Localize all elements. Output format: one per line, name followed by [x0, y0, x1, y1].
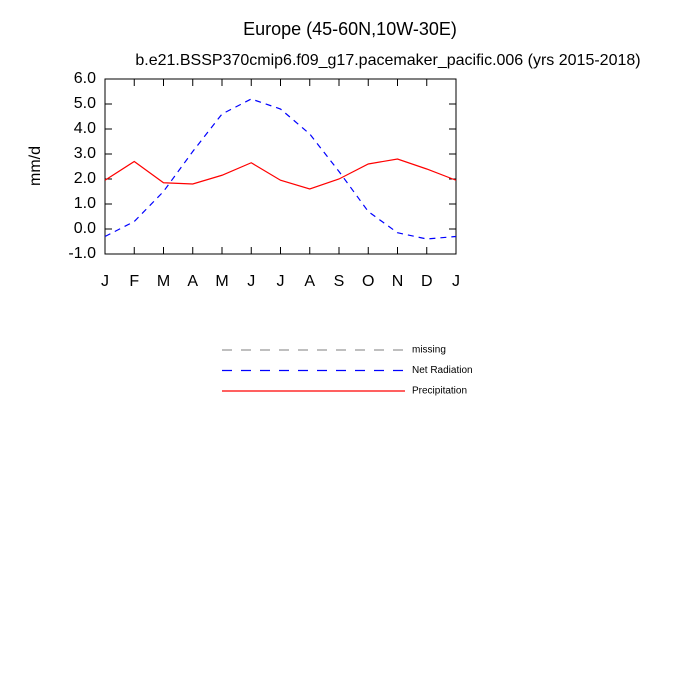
- y-tick-label: -1.0: [68, 245, 96, 262]
- x-tick-label: J: [277, 273, 285, 290]
- chart-subtitle: b.e21.BSSP370cmip6.f09_g17.pacemaker_pac…: [135, 52, 640, 69]
- legend-label: missing: [412, 345, 446, 356]
- legend-label: Precipitation: [412, 386, 467, 397]
- x-tick-label: S: [334, 273, 345, 290]
- x-tick-label: A: [304, 273, 315, 290]
- x-tick-label: A: [187, 273, 198, 290]
- y-axis-label: mm/d: [27, 146, 44, 186]
- chart-title: Europe (45-60N,10W-30E): [243, 19, 457, 39]
- x-tick-label: J: [247, 273, 255, 290]
- x-tick-label: D: [421, 273, 433, 290]
- x-tick-label: O: [362, 273, 374, 290]
- y-tick-label: 1.0: [74, 195, 96, 212]
- y-tick-label: 5.0: [74, 95, 96, 112]
- y-tick-label: 6.0: [74, 70, 96, 87]
- x-tick-label: J: [101, 273, 109, 290]
- x-tick-label: N: [392, 273, 404, 290]
- y-tick-label: 0.0: [74, 220, 96, 237]
- y-tick-label: 3.0: [74, 145, 96, 162]
- y-tick-label: 2.0: [74, 170, 96, 187]
- series-line: [104, 98, 457, 240]
- x-tick-label: J: [452, 273, 460, 290]
- legend-label: Net Radiation: [412, 365, 473, 376]
- x-tick-label: M: [215, 273, 228, 290]
- series-line: [104, 158, 457, 190]
- x-tick-label: F: [129, 273, 139, 290]
- y-tick-label: 4.0: [74, 120, 96, 137]
- x-tick-label: M: [157, 273, 170, 290]
